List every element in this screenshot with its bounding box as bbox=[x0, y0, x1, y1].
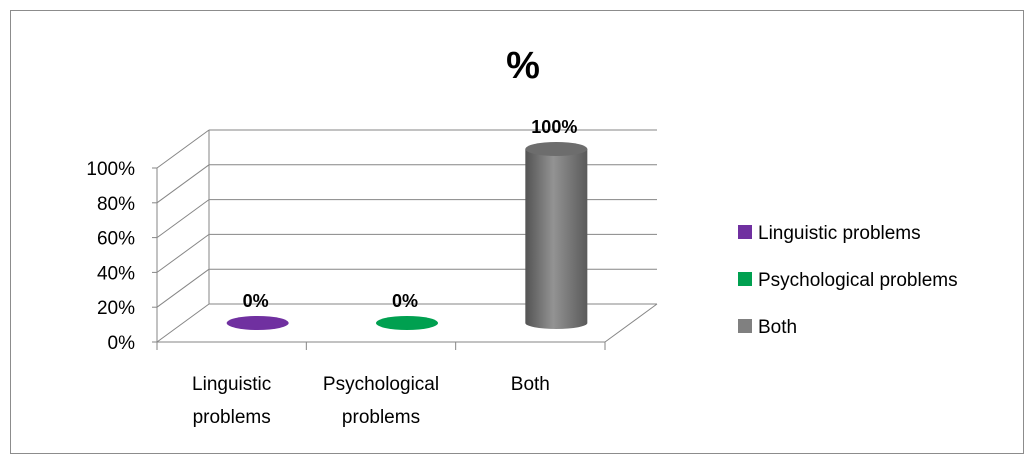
y-tick-label: 0% bbox=[108, 333, 136, 354]
bar-top bbox=[525, 142, 588, 156]
bar-top bbox=[376, 316, 438, 330]
side-gridline bbox=[156, 129, 210, 169]
chart-frame bbox=[10, 10, 1024, 454]
bar-body bbox=[525, 149, 588, 329]
label-layer: 0% 0% 100% bbox=[243, 117, 578, 311]
legend-label: Both bbox=[758, 317, 797, 338]
side-gridline bbox=[156, 164, 210, 204]
tick-layer: 0% 20% 40% 60% 80% 100% bbox=[86, 159, 606, 354]
x-category-label: Linguistic bbox=[192, 374, 271, 395]
bar-layer bbox=[226, 142, 588, 330]
x-category-label: problems bbox=[193, 407, 271, 428]
side-gridline bbox=[156, 268, 210, 308]
legend-swatch bbox=[738, 319, 752, 333]
side-gridline bbox=[156, 303, 210, 343]
chart-title: % bbox=[506, 45, 540, 87]
legend-swatch bbox=[738, 272, 752, 286]
bar-1 bbox=[376, 316, 438, 330]
data-label: 0% bbox=[243, 291, 269, 311]
floor-right-edge bbox=[604, 303, 658, 343]
x-category-label: Both bbox=[511, 374, 550, 395]
y-tick-label: 80% bbox=[97, 194, 135, 215]
y-tick-label: 20% bbox=[97, 298, 135, 319]
legend: Linguistic problems Psychological problem… bbox=[738, 223, 958, 338]
x-category-label: Psychological bbox=[323, 374, 439, 395]
y-tick-label: 100% bbox=[86, 159, 135, 180]
y-tick-label: 40% bbox=[97, 263, 135, 284]
bar-0 bbox=[226, 316, 289, 330]
side-gridline bbox=[156, 199, 210, 239]
data-label: 100% bbox=[531, 117, 577, 137]
cat-layer: Linguistic problems Psychological problems B… bbox=[192, 374, 550, 428]
bar-2 bbox=[525, 142, 588, 329]
side-gridline bbox=[156, 233, 210, 273]
y-tick-label: 60% bbox=[97, 229, 135, 250]
legend-swatch bbox=[738, 225, 752, 239]
legend-label: Psychological problems bbox=[758, 270, 958, 291]
data-label: 0% bbox=[392, 291, 418, 311]
bar-top bbox=[226, 316, 289, 330]
x-category-label: problems bbox=[342, 407, 420, 428]
legend-label: Linguistic problems bbox=[758, 223, 921, 244]
